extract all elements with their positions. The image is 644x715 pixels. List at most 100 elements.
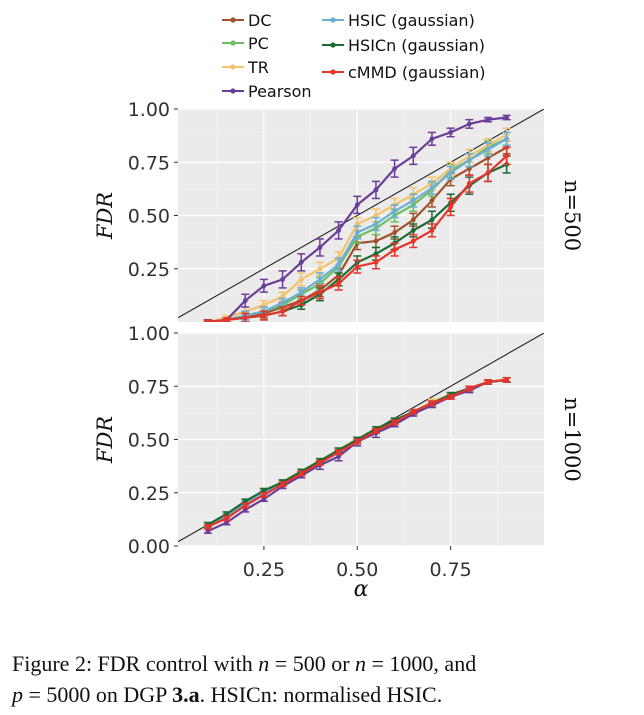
data-point: [392, 247, 398, 252]
data-point: [317, 277, 323, 282]
data-point: [242, 298, 248, 304]
data-point: [410, 198, 416, 203]
series-cmmd-gaussian: [203, 146, 511, 322]
data-point: [448, 170, 454, 176]
data-point: [336, 262, 341, 267]
data-point: [410, 217, 416, 223]
data-point: [261, 488, 267, 494]
y-tick-label: 0.50: [128, 430, 170, 452]
data-point: [504, 136, 510, 142]
panel-n1000: 0.00 0.25 0.50 0.75 1.00 FDR n=1000: [93, 323, 584, 558]
data-point: [485, 170, 491, 176]
data-point: [373, 221, 379, 227]
data-point: [466, 157, 472, 163]
data-point: [485, 147, 491, 152]
data-point: [224, 511, 229, 517]
legend: DC PC TR Pearson HSIC (gaussian) HSICn (gauss…: [222, 11, 485, 101]
facet-label: n=500: [560, 180, 584, 251]
caption-line-1: Figure 2: FDR control with n = 500 or n …: [12, 651, 477, 676]
legend-label: cMMD (gaussian): [348, 63, 485, 82]
data-point: [298, 471, 304, 476]
data-point: [373, 428, 379, 434]
data-point: [410, 409, 416, 415]
data-point: [336, 454, 341, 459]
legend-swatch-dot: [230, 17, 236, 23]
y-tick-label: 0.75: [128, 376, 170, 398]
legend-label: PC: [248, 34, 269, 53]
data-point: [298, 298, 304, 304]
legend-swatch-dot: [330, 69, 336, 75]
y-tick-label: 1.00: [128, 323, 170, 345]
legend-swatch-dot: [230, 88, 236, 94]
y-tick-label: 1.00: [128, 99, 170, 121]
series-pearson: [203, 114, 511, 322]
legend-entry-tr: TR: [222, 58, 269, 77]
series-cmmd-gaussian: [203, 376, 511, 530]
legend-entry-hsicn-gaussian: HSICn (gaussian): [322, 36, 485, 55]
figure-caption: Figure 2: FDR control with n = 500 or n …: [12, 648, 637, 710]
data-point: [466, 181, 472, 186]
data-point: [373, 213, 379, 218]
data-point: [317, 460, 323, 466]
data-point: [354, 221, 360, 227]
legend-entry-hsic-gaussian: HSIC (gaussian): [322, 11, 475, 30]
data-point: [336, 449, 341, 455]
data-point: [466, 166, 472, 172]
y-tick-label: 0.75: [128, 152, 170, 174]
data-point: [298, 259, 304, 265]
data-point: [261, 496, 267, 502]
data-point: [466, 121, 472, 127]
x-axis: 0.25 0.50 0.75 α: [243, 546, 472, 602]
data-point: [242, 498, 248, 504]
data-point: [504, 377, 510, 383]
data-point: [429, 136, 435, 142]
data-point: [224, 317, 229, 322]
legend-label: DC: [248, 11, 272, 30]
x-tick-label: 0.75: [429, 559, 471, 581]
data-point: [354, 264, 360, 270]
data-point: [280, 294, 285, 299]
y-tick-label: 0.25: [128, 483, 170, 505]
facet-label: n=1000: [560, 397, 584, 482]
data-point: [485, 379, 491, 385]
panel-n500: 0.25 0.50 0.75 1.00 FDR n=500: [93, 99, 584, 322]
legend-swatch-dot: [330, 42, 336, 48]
data-point: [429, 228, 435, 233]
data-point: [224, 520, 229, 525]
data-point: [242, 315, 248, 321]
y-tick-label: 0.50: [128, 206, 170, 228]
data-point: [298, 277, 304, 282]
data-point: [354, 439, 360, 445]
legend-label: HSICn (gaussian): [348, 36, 485, 55]
data-point: [354, 230, 360, 235]
data-point: [392, 208, 398, 214]
data-point: [261, 283, 267, 289]
y-axis-title: FDR: [93, 416, 117, 464]
fdr-figure: DC PC TR Pearson HSIC (gaussian) HSICn (gauss…: [93, 11, 584, 602]
data-point: [354, 202, 360, 208]
legend-swatch-dot: [230, 40, 236, 46]
caption-line-2: p = 5000 on DGP 3.a. HSICn: normalised H…: [12, 682, 443, 707]
legend-entry-dc: DC: [222, 11, 272, 30]
x-tick-label: 0.25: [243, 559, 285, 581]
legend-label: Pearson: [248, 82, 312, 101]
legend-entry-pearson: Pearson: [222, 82, 312, 101]
data-point: [317, 289, 323, 295]
data-point: [429, 400, 435, 406]
data-point: [205, 528, 211, 534]
data-point: [504, 153, 510, 159]
data-point: [242, 503, 248, 508]
legend-entry-pc: PC: [222, 34, 269, 53]
panel-data: [178, 109, 544, 322]
legend-swatch-dot: [230, 64, 236, 70]
data-point: [205, 524, 211, 530]
y-tick-label: 0.25: [128, 259, 170, 281]
data-point: [280, 277, 285, 282]
data-point: [261, 492, 267, 498]
x-axis-title: α: [354, 577, 369, 602]
data-point: [373, 187, 379, 193]
data-point: [298, 289, 304, 295]
legend-entry-cmmd-gaussian: cMMD (gaussian): [322, 63, 485, 82]
data-point: [410, 153, 416, 159]
data-point: [280, 300, 285, 306]
